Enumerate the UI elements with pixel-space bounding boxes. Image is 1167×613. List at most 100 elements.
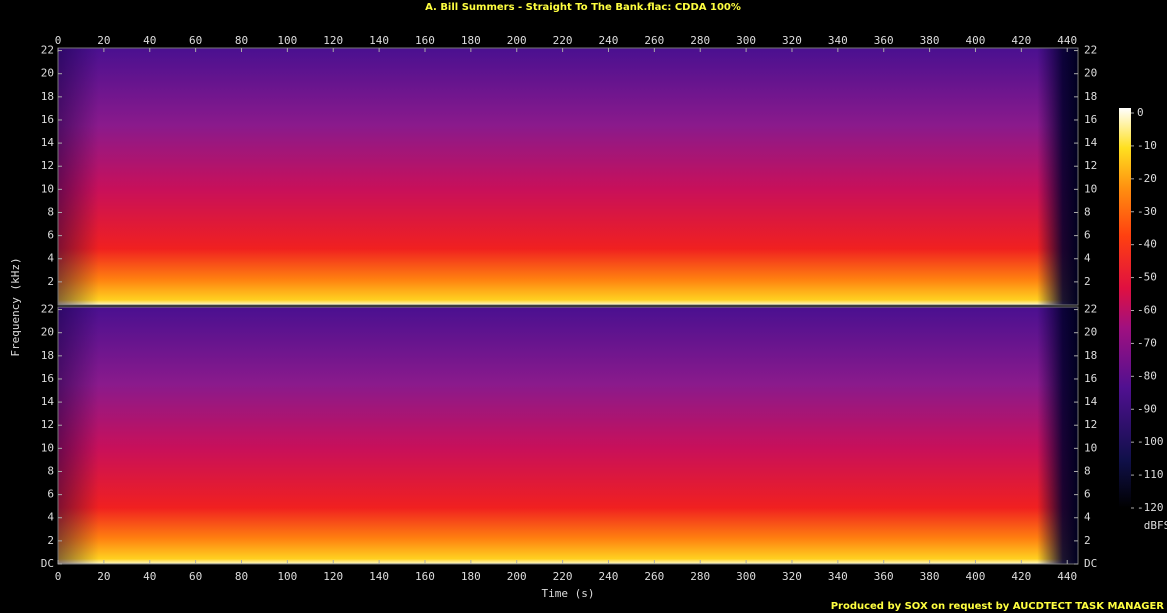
- y-tick-label: 4: [1084, 511, 1091, 524]
- y-tick-label: 2: [47, 275, 54, 288]
- x-tick-label: 300: [736, 570, 756, 583]
- x-tick-label: 200: [507, 570, 527, 583]
- y-tick-label: 8: [47, 464, 54, 477]
- x-tick-label: 280: [690, 570, 710, 583]
- x-tick-label: 380: [920, 570, 940, 583]
- x-tick-label: 0: [55, 34, 62, 47]
- x-tick-label: 180: [461, 34, 481, 47]
- y-tick-label: 8: [1084, 205, 1091, 218]
- x-tick-label: 280: [690, 34, 710, 47]
- x-tick-label: 360: [874, 34, 894, 47]
- spectrogram-fade: [58, 48, 1078, 305]
- colorbar-tick-label: -100: [1137, 435, 1164, 448]
- x-tick-label: 380: [920, 34, 940, 47]
- x-tick-label: 100: [277, 34, 297, 47]
- x-tick-label: 80: [235, 34, 248, 47]
- y-tick-label: 6: [47, 488, 54, 501]
- y-tick-label: 6: [1084, 229, 1091, 242]
- colorbar-tick-label: -30: [1137, 205, 1157, 218]
- x-tick-label: 360: [874, 570, 894, 583]
- x-tick-label: 80: [235, 570, 248, 583]
- colorbar-tick-label: -80: [1137, 369, 1157, 382]
- x-tick-label: 420: [1011, 570, 1031, 583]
- x-tick-label: 160: [415, 570, 435, 583]
- x-tick-label: 100: [277, 570, 297, 583]
- y-tick-label: 18: [41, 90, 54, 103]
- y-tick-label: 14: [1084, 395, 1098, 408]
- y-tick-label: 10: [41, 441, 54, 454]
- colorbar-tick-label: -60: [1137, 304, 1157, 317]
- x-tick-label: 400: [966, 570, 986, 583]
- y-tick-label: 4: [47, 252, 54, 265]
- x-tick-label: 120: [323, 570, 343, 583]
- y-tick-label: 2: [1084, 275, 1091, 288]
- y-tick-label: 4: [1084, 252, 1091, 265]
- y-axis-label: Frequency (kHz): [9, 257, 22, 356]
- spectrogram-fade: [58, 307, 1078, 564]
- plot-frame: [57, 47, 1079, 306]
- x-tick-label: 40: [143, 570, 156, 583]
- x-tick-label: 200: [507, 34, 527, 47]
- x-tick-label: 60: [189, 570, 202, 583]
- plot-frame: [57, 306, 1079, 565]
- y-tick-label: 12: [1084, 159, 1097, 172]
- y-tick-label: 14: [1084, 136, 1098, 149]
- y-tick-label: 12: [41, 418, 54, 431]
- x-tick-label: 340: [828, 34, 848, 47]
- footer: Produced by SOX on request by AUCDTECT T…: [831, 601, 1165, 612]
- colorbar-tick-label: -90: [1137, 402, 1157, 415]
- y-tick-label: 4: [47, 511, 54, 524]
- x-tick-label: 240: [599, 570, 619, 583]
- y-tick-label: DC: [41, 557, 54, 570]
- y-tick-label: 16: [1084, 113, 1097, 126]
- x-tick-label: 220: [553, 34, 573, 47]
- x-tick-label: 160: [415, 34, 435, 47]
- colorbar-tick-label: -10: [1137, 139, 1157, 152]
- x-tick-label: 0: [55, 570, 62, 583]
- colorbar-tick-label: 0: [1137, 106, 1144, 119]
- y-tick-label: 22: [41, 44, 54, 57]
- x-tick-label: 120: [323, 34, 343, 47]
- x-tick-label: 260: [644, 34, 664, 47]
- y-tick-label: 20: [41, 67, 54, 80]
- y-tick-label: 6: [47, 229, 54, 242]
- x-tick-label: 420: [1011, 34, 1031, 47]
- chart-title: A. Bill Summers - Straight To The Bank.f…: [425, 2, 741, 13]
- y-tick-label: 22: [1084, 44, 1097, 57]
- x-tick-label: 140: [369, 570, 389, 583]
- x-tick-label: 20: [97, 570, 110, 583]
- colorbar-tick-label: -50: [1137, 271, 1157, 284]
- y-tick-label: 12: [1084, 418, 1097, 431]
- x-tick-label: 320: [782, 570, 802, 583]
- x-tick-label: 180: [461, 570, 481, 583]
- y-tick-label: 16: [41, 372, 54, 385]
- x-tick-label: 340: [828, 570, 848, 583]
- y-tick-label: 20: [1084, 326, 1097, 339]
- x-tick-label: 240: [599, 34, 619, 47]
- y-tick-label: DC: [1084, 557, 1097, 570]
- y-tick-label: 10: [1084, 182, 1097, 195]
- y-tick-label: 2: [1084, 534, 1091, 547]
- x-tick-label: 20: [97, 34, 110, 47]
- x-tick-label: 140: [369, 34, 389, 47]
- x-tick-label: 260: [644, 570, 664, 583]
- y-tick-label: 12: [41, 159, 54, 172]
- x-tick-label: 320: [782, 34, 802, 47]
- y-tick-label: 18: [41, 349, 54, 362]
- colorbar: [1119, 108, 1131, 508]
- y-tick-label: 6: [1084, 488, 1091, 501]
- x-tick-label: 220: [553, 570, 573, 583]
- y-tick-label: 8: [47, 205, 54, 218]
- y-tick-label: 16: [1084, 372, 1097, 385]
- y-tick-label: 10: [41, 182, 54, 195]
- x-tick-label: 400: [966, 34, 986, 47]
- y-tick-label: 20: [41, 326, 54, 339]
- y-tick-label: 10: [1084, 441, 1097, 454]
- x-tick-label: 40: [143, 34, 156, 47]
- colorbar-tick-label: -110: [1137, 468, 1164, 481]
- x-tick-label: 440: [1057, 570, 1077, 583]
- x-axis-label: Time (s): [542, 587, 595, 600]
- x-tick-label: 60: [189, 34, 202, 47]
- y-tick-label: 18: [1084, 90, 1097, 103]
